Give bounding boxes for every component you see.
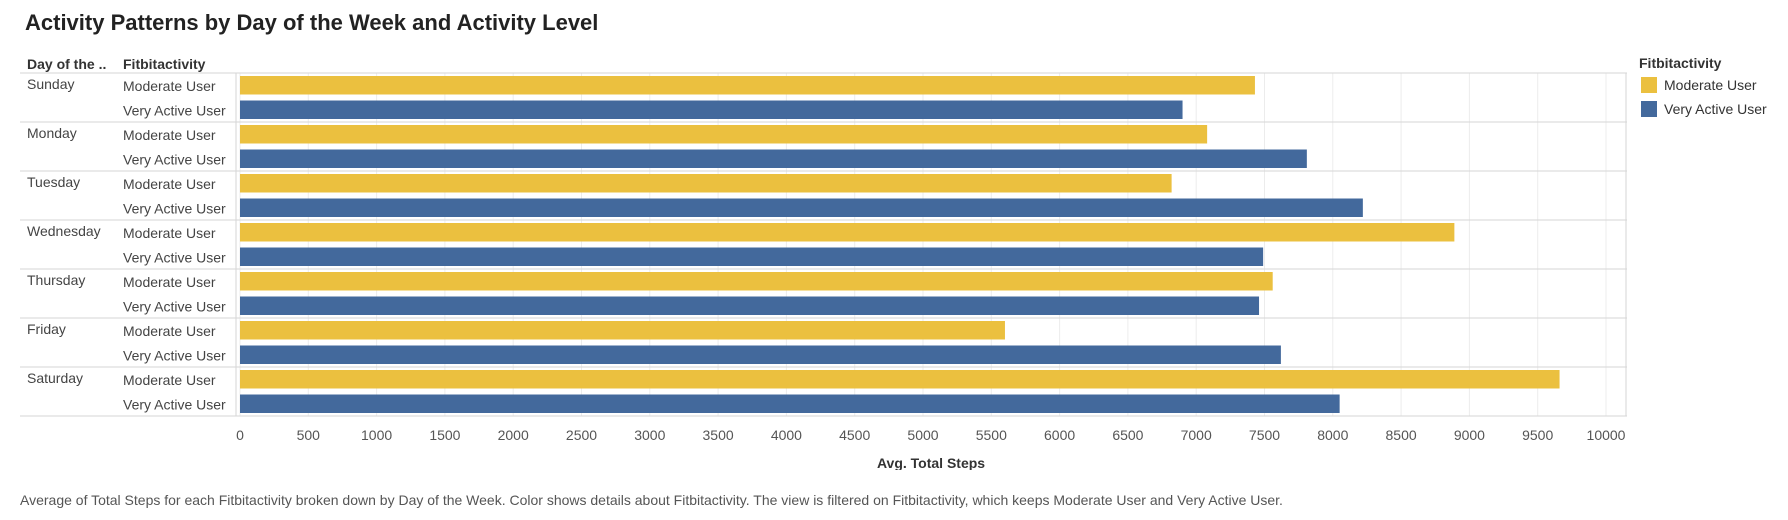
x-tick-label: 6500 [1112,427,1143,443]
legend-title: Fitbitactivity [1639,55,1722,71]
x-tick-label: 9000 [1454,427,1485,443]
series-row-label: Moderate User [123,225,216,241]
series-row-label: Moderate User [123,323,216,339]
day-label: Thursday [27,272,85,288]
series-row-label: Moderate User [123,78,216,94]
footnote: Average of Total Steps for each Fitbitac… [20,492,1283,508]
x-tick-label: 8000 [1317,427,1348,443]
bar [240,100,1183,119]
legend-swatch [1641,77,1657,93]
bar [240,125,1208,144]
row-labels: Sunday Moderate User Very Active User Monda… [27,76,226,413]
bar [240,394,1340,413]
series-row-label: Moderate User [123,127,216,143]
x-tick-label: 6000 [1044,427,1075,443]
legend-label: Very Active User [1664,101,1767,117]
day-label: Monday [27,125,77,141]
legend-swatch [1641,101,1657,117]
bar-chart: Day of the .. Fitbitactivity Sunday Moder… [20,55,1767,470]
day-label: Sunday [27,76,74,92]
series-row-label: Moderate User [123,274,216,290]
chart-title: Activity Patterns by Day of the Week and… [25,10,599,35]
x-tick-label: 10000 [1587,427,1626,443]
x-tick-label: 4000 [771,427,802,443]
bars [240,76,1560,413]
x-tick-label: 9500 [1522,427,1553,443]
header-day: Day of the .. [27,56,106,72]
header-fitbitactivity: Fitbitactivity [123,56,206,72]
day-label: Wednesday [27,223,101,239]
day-label: Friday [27,321,66,337]
bar [240,370,1560,389]
x-tick-label: 7000 [1181,427,1212,443]
x-axis-ticks: 0 500 1000 1500 2000 2500 3000 3500 4000 4500 5000… [236,427,1626,443]
row-separators [20,72,1627,417]
x-tick-label: 1000 [361,427,392,443]
bar [240,223,1455,242]
legend: Fitbitactivity Moderate User Very Active … [1639,55,1767,117]
x-tick-label: 0 [236,427,244,443]
bar [240,272,1273,291]
x-tick-label: 7500 [1249,427,1280,443]
series-row-label: Very Active User [123,201,226,217]
series-row-label: Very Active User [123,103,226,119]
bar [240,149,1307,168]
series-row-label: Very Active User [123,250,226,266]
gridlines [239,73,1607,416]
x-tick-label: 1500 [429,427,460,443]
bar [240,174,1172,193]
day-label: Saturday [27,370,83,386]
series-row-label: Very Active User [123,348,226,364]
x-tick-label: 2500 [566,427,597,443]
series-row-label: Very Active User [123,152,226,168]
legend-label: Moderate User [1664,77,1757,93]
bar [240,76,1255,95]
x-tick-label: 3000 [634,427,665,443]
series-row-label: Moderate User [123,372,216,388]
x-tick-label: 3500 [703,427,734,443]
x-tick-label: 8500 [1386,427,1417,443]
x-tick-label: 5000 [907,427,938,443]
x-tick-label: 500 [297,427,321,443]
series-row-label: Very Active User [123,397,226,413]
series-row-label: Moderate User [123,176,216,192]
x-tick-label: 5500 [976,427,1007,443]
bar [240,321,1005,340]
bar [240,198,1363,217]
bar [240,296,1260,315]
bar [240,345,1281,364]
series-row-label: Very Active User [123,299,226,315]
bar [240,247,1264,266]
day-label: Tuesday [27,174,80,190]
x-tick-label: 2000 [498,427,529,443]
x-tick-label: 4500 [839,427,870,443]
x-axis-title: Avg. Total Steps [877,455,985,470]
